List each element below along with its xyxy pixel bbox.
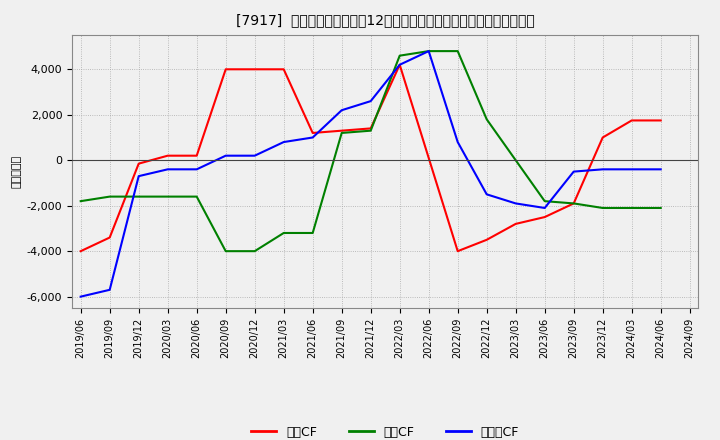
フリーCF xyxy=(308,135,317,140)
投資CF xyxy=(424,48,433,54)
投資CF xyxy=(598,205,607,211)
フリーCF xyxy=(192,167,201,172)
フリーCF xyxy=(251,153,259,158)
Y-axis label: （百万円）: （百万円） xyxy=(11,155,21,188)
営業CF xyxy=(338,128,346,133)
投資CF xyxy=(511,158,520,163)
営業CF xyxy=(105,235,114,240)
フリーCF xyxy=(279,139,288,145)
投資CF xyxy=(163,194,172,199)
フリーCF xyxy=(511,201,520,206)
フリーCF xyxy=(570,169,578,174)
営業CF xyxy=(221,67,230,72)
フリーCF xyxy=(76,294,85,299)
投資CF xyxy=(366,128,375,133)
Title: [7917]  キャッシュフローの12か月移動合計の対前年同期増減額の推移: [7917] キャッシュフローの12か月移動合計の対前年同期増減額の推移 xyxy=(236,13,534,27)
営業CF xyxy=(570,201,578,206)
Line: 投資CF: 投資CF xyxy=(81,51,661,251)
投資CF xyxy=(657,205,665,211)
フリーCF xyxy=(627,167,636,172)
営業CF xyxy=(76,249,85,254)
フリーCF xyxy=(338,108,346,113)
投資CF xyxy=(338,130,346,136)
営業CF xyxy=(657,118,665,123)
投資CF xyxy=(308,231,317,236)
投資CF xyxy=(454,48,462,54)
フリーCF xyxy=(482,192,491,197)
営業CF xyxy=(511,221,520,227)
フリーCF xyxy=(395,62,404,67)
フリーCF xyxy=(105,287,114,293)
投資CF xyxy=(221,249,230,254)
営業CF xyxy=(395,62,404,67)
投資CF xyxy=(105,194,114,199)
フリーCF xyxy=(657,167,665,172)
投資CF xyxy=(482,117,491,122)
フリーCF xyxy=(454,139,462,145)
投資CF xyxy=(251,249,259,254)
フリーCF xyxy=(221,153,230,158)
Line: フリーCF: フリーCF xyxy=(81,51,661,297)
営業CF xyxy=(627,118,636,123)
投資CF xyxy=(395,53,404,58)
投資CF xyxy=(627,205,636,211)
Legend: 営業CF, 投資CF, フリーCF: 営業CF, 投資CF, フリーCF xyxy=(246,421,524,440)
フリーCF xyxy=(135,173,143,179)
営業CF xyxy=(454,249,462,254)
営業CF xyxy=(308,130,317,136)
フリーCF xyxy=(424,48,433,54)
投資CF xyxy=(135,194,143,199)
Line: 営業CF: 営業CF xyxy=(81,65,661,251)
投資CF xyxy=(570,201,578,206)
投資CF xyxy=(192,194,201,199)
営業CF xyxy=(424,155,433,161)
投資CF xyxy=(76,198,85,204)
営業CF xyxy=(279,67,288,72)
フリーCF xyxy=(541,205,549,211)
営業CF xyxy=(251,67,259,72)
営業CF xyxy=(598,135,607,140)
営業CF xyxy=(192,153,201,158)
営業CF xyxy=(482,237,491,242)
フリーCF xyxy=(163,167,172,172)
営業CF xyxy=(366,126,375,131)
投資CF xyxy=(279,231,288,236)
営業CF xyxy=(163,153,172,158)
投資CF xyxy=(541,198,549,204)
フリーCF xyxy=(598,167,607,172)
営業CF xyxy=(135,161,143,166)
フリーCF xyxy=(366,99,375,104)
営業CF xyxy=(541,214,549,220)
